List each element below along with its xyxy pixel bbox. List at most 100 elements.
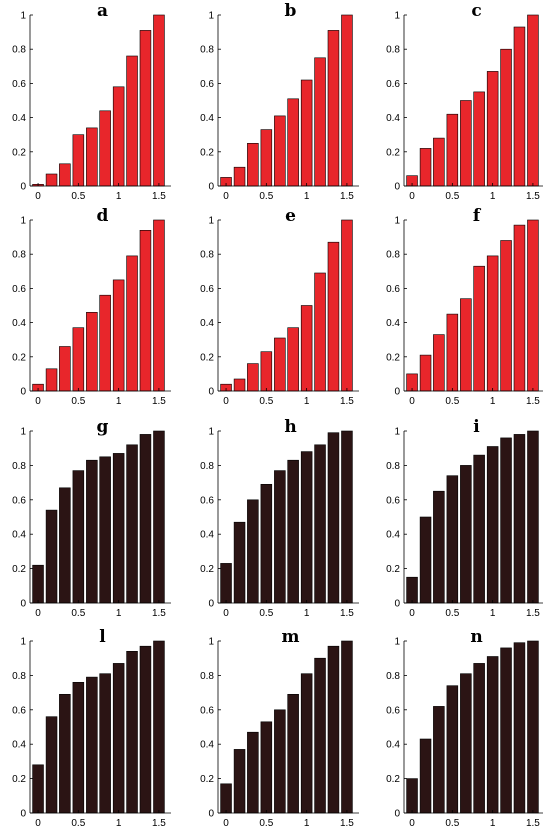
bar (139, 30, 152, 187)
bar (300, 79, 313, 187)
x-tick-label: 1.5 (340, 608, 354, 619)
y-tick-label: 0.6 (386, 284, 400, 295)
bar (327, 30, 340, 187)
bar (233, 166, 246, 187)
x-tick-label: 0.5 (445, 818, 459, 829)
bar (260, 351, 273, 392)
bar (300, 305, 313, 392)
bar (45, 716, 58, 814)
x-tick-label: 0 (223, 191, 229, 202)
y-tick-label: 0.6 (200, 705, 214, 716)
y-tick-label: 0 (208, 809, 214, 820)
panel-i: 0 0.2 0.4 0.6 0.8 1 0 0.5 1 1.5 i (386, 417, 543, 619)
bar (419, 354, 432, 392)
bar (72, 327, 85, 392)
y-tick-label: 1 (20, 637, 26, 648)
y-tick-label: 0.4 (200, 318, 214, 329)
y-tick-label: 1 (208, 637, 214, 648)
x-tick-label: 0 (223, 608, 229, 619)
x-tick-label: 0.5 (445, 608, 459, 619)
bar (419, 148, 432, 187)
panel-title: g (97, 417, 109, 437)
y-tick-label: 0 (20, 182, 26, 193)
y-tick-label: 0.4 (12, 318, 26, 329)
x-tick-label: 0.5 (445, 396, 459, 407)
bar (513, 26, 526, 187)
y-tick-label: 1 (394, 11, 400, 22)
y-tick-label: 0 (20, 387, 26, 398)
bar (433, 334, 445, 392)
x-tick-label: 1 (490, 818, 496, 829)
y-tick-label: 0.8 (200, 250, 214, 261)
x-tick-label: 1.5 (152, 818, 166, 829)
bar (233, 521, 246, 604)
bar (126, 55, 138, 187)
panel-l: 0 0.2 0.4 0.6 0.8 1 0 0.5 1 1.5 l (12, 627, 171, 829)
bar (314, 272, 326, 392)
bar (341, 430, 353, 604)
bar (341, 640, 353, 814)
bar (433, 706, 445, 814)
x-tick-label: 1 (304, 608, 310, 619)
bar (86, 459, 98, 604)
bar (153, 640, 165, 814)
y-tick-label: 0.8 (12, 461, 26, 472)
panel-title: m (282, 627, 300, 647)
bar (220, 783, 232, 814)
x-tick-label: 1 (304, 396, 310, 407)
bar (341, 219, 353, 392)
y-tick-label: 0.4 (386, 113, 400, 124)
panel-h: 0 0.2 0.4 0.6 0.8 1 0 0.5 1 1.5 h (200, 417, 359, 619)
x-tick-label: 1.5 (340, 191, 354, 202)
x-tick-label: 1.5 (340, 818, 354, 829)
y-tick-label: 0.6 (12, 284, 26, 295)
bar (260, 483, 273, 604)
x-tick-label: 0 (409, 191, 415, 202)
panel-d: 0 0.2 0.4 0.6 0.8 1 0 0.5 1 1.5 d (12, 206, 171, 407)
x-tick-label: 1 (304, 818, 310, 829)
bar (500, 48, 512, 187)
x-tick-label: 0 (35, 608, 41, 619)
bar (153, 14, 165, 187)
y-tick-label: 0.8 (200, 45, 214, 56)
bar (274, 115, 286, 187)
y-tick-label: 0.2 (12, 352, 26, 363)
bar (247, 143, 259, 187)
bar (233, 378, 246, 392)
x-tick-label: 0.5 (71, 191, 85, 202)
bar (99, 110, 111, 187)
x-tick-label: 0.5 (445, 191, 459, 202)
bar (99, 456, 111, 604)
bar (314, 57, 326, 187)
panel-m: 0 0.2 0.4 0.6 0.8 1 0 0.5 1 1.5 m (200, 627, 359, 829)
y-tick-label: 1 (394, 637, 400, 648)
y-tick-label: 0.2 (200, 774, 214, 785)
y-tick-label: 1 (394, 427, 400, 438)
y-tick-label: 0.8 (386, 250, 400, 261)
y-tick-label: 0.6 (12, 495, 26, 506)
y-tick-label: 0.8 (386, 461, 400, 472)
x-tick-label: 0 (35, 818, 41, 829)
y-tick-label: 0.6 (386, 495, 400, 506)
bar (45, 173, 58, 187)
y-tick-label: 0.8 (200, 671, 214, 682)
bar (486, 656, 499, 814)
bar (473, 663, 485, 814)
bar (247, 731, 259, 814)
bar (86, 311, 98, 392)
panel-title: n (470, 627, 482, 647)
y-tick-label: 1 (208, 11, 214, 22)
bar (486, 446, 499, 604)
bar (260, 129, 273, 187)
bar (327, 241, 340, 392)
bar (59, 163, 71, 187)
bar (153, 430, 165, 604)
panel-title: l (99, 627, 106, 647)
y-tick-label: 0 (208, 387, 214, 398)
y-tick-label: 0.6 (386, 705, 400, 716)
y-tick-label: 0.2 (12, 564, 26, 575)
bar (99, 294, 111, 392)
bar (527, 640, 539, 814)
bar (314, 657, 326, 814)
bar (473, 454, 485, 604)
